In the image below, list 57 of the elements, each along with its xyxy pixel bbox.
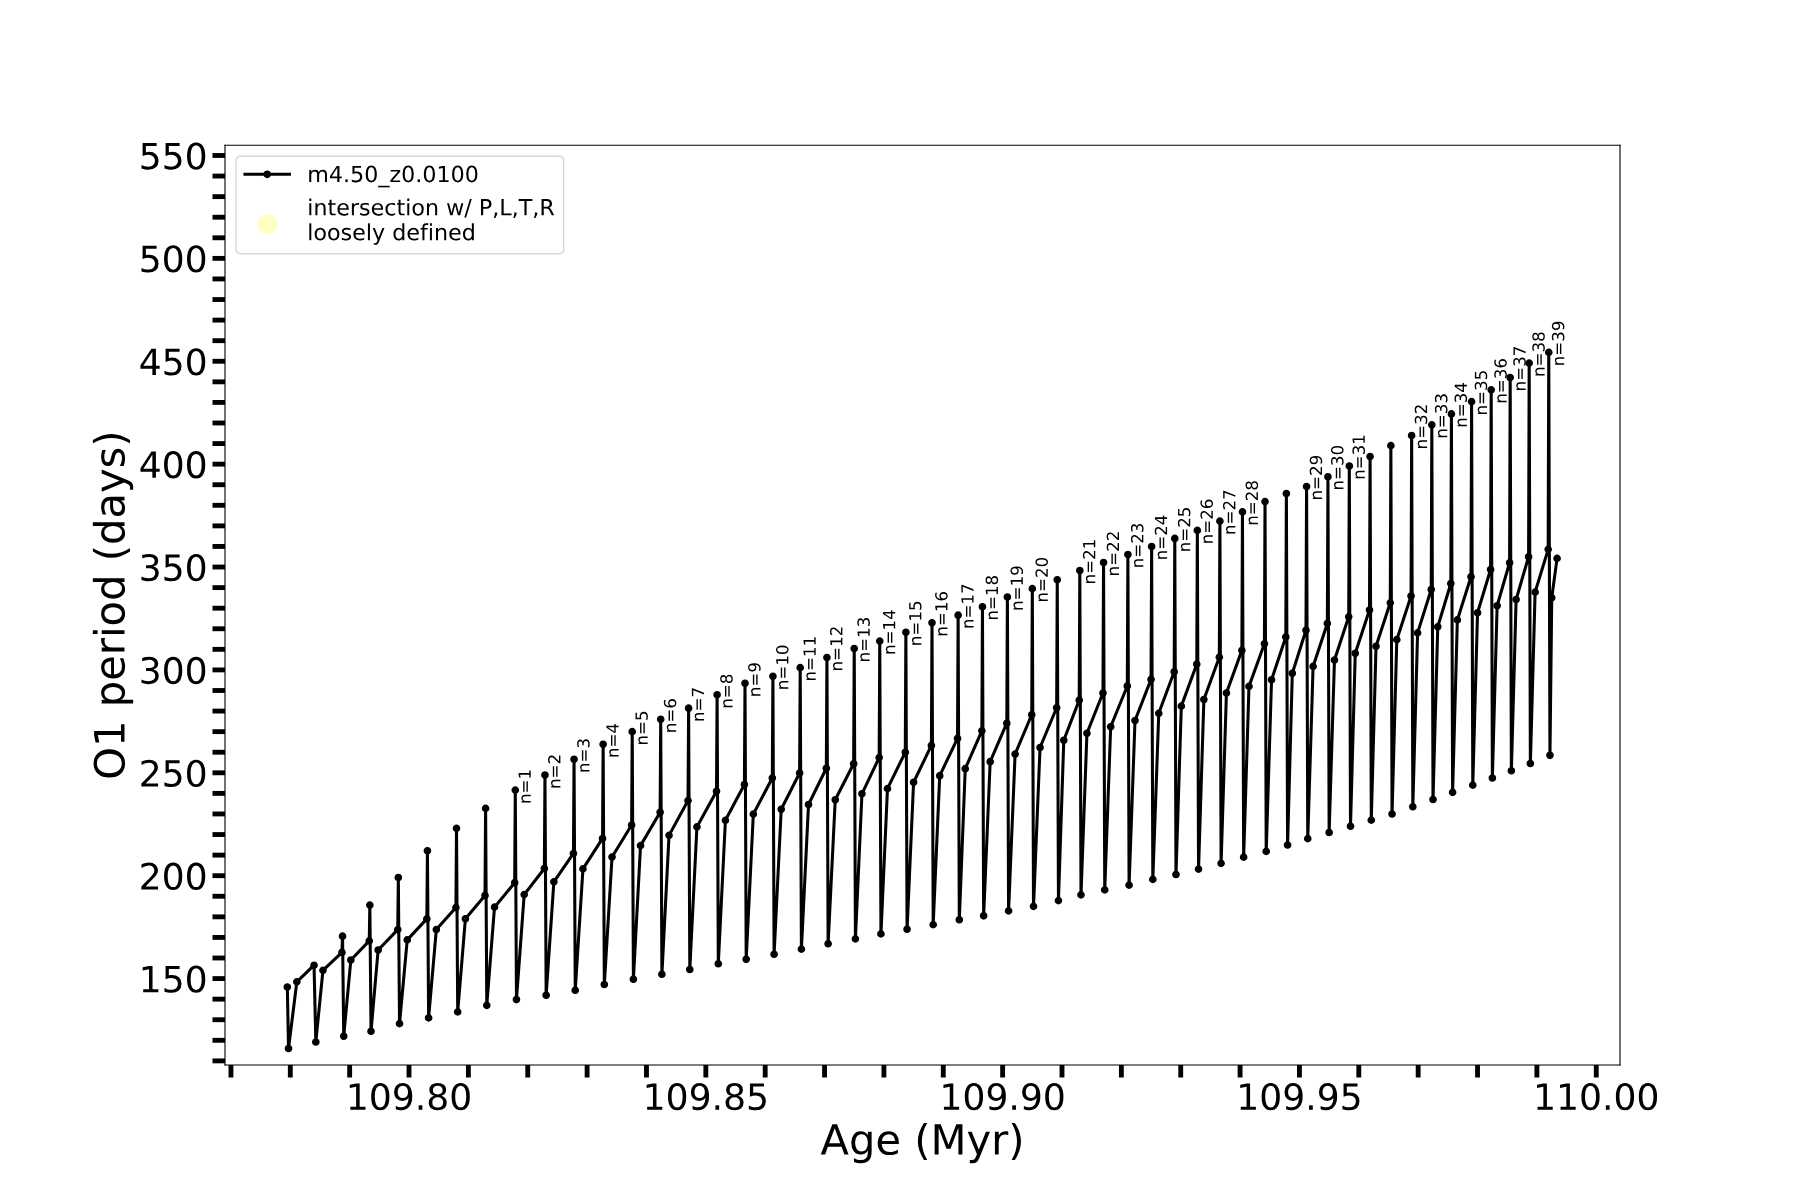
x-tick-label: 109.80 — [349, 1083, 470, 1111]
annotation: n=16 — [935, 592, 948, 636]
annotation: n=20 — [1035, 557, 1048, 602]
annotation: n=31 — [1352, 435, 1365, 479]
annotation: n=12 — [830, 627, 843, 670]
annotation: n=15 — [909, 601, 922, 645]
x-tick-label: 109.95 — [1240, 1083, 1360, 1111]
annotation: n=23 — [1130, 523, 1144, 567]
x-tick-label: 110.00 — [1537, 1083, 1658, 1111]
annotation: n=19 — [1010, 566, 1024, 610]
y-tick-label: 150 — [142, 965, 206, 993]
annotation: n=36 — [1494, 359, 1507, 403]
y-tick-label: 500 — [141, 245, 206, 273]
annotation: n=4 — [606, 723, 619, 757]
annotation: n=37 — [1513, 347, 1526, 390]
annotation: n=38 — [1532, 332, 1545, 376]
legend-label: intersection w/ P,L,T,R loosely defined — [309, 198, 555, 245]
y-tick-label: 400 — [140, 451, 206, 479]
annotation: n=32 — [1414, 405, 1428, 448]
annotation: n=1 — [518, 770, 531, 803]
annotation: n=7 — [691, 688, 705, 721]
annotation: n=3 — [577, 739, 590, 772]
annotation: n=29 — [1309, 455, 1323, 499]
annotation: n=24 — [1154, 515, 1168, 559]
y-tick-label: 300 — [141, 656, 206, 685]
annotation: n=35 — [1474, 371, 1488, 414]
y-tick-label: 200 — [141, 862, 206, 890]
annotation: n=34 — [1454, 383, 1468, 427]
annotation: n=22 — [1106, 532, 1119, 575]
annotation: n=27 — [1222, 490, 1236, 534]
annotation: n=25 — [1177, 508, 1191, 551]
y-tick-label: 250 — [141, 759, 206, 788]
annotation: n=10 — [775, 645, 789, 689]
y-axis-title: O1 period (days) — [92, 433, 134, 778]
annotation: n=21 — [1082, 540, 1096, 583]
annotation: n=6 — [663, 699, 677, 732]
annotation: n=39 — [1551, 321, 1565, 365]
x-axis-title: Age (Myr) — [820, 1122, 1021, 1164]
annotation: n=18 — [985, 576, 999, 620]
x-tick-label: 109.85 — [646, 1083, 766, 1111]
y-tick-label: 450 — [140, 348, 206, 376]
y-tick-label: 350 — [141, 553, 206, 582]
legend-label: m4.50_z0.0100 — [309, 165, 478, 188]
annotation: n=9 — [748, 663, 761, 696]
y-tick-label: 550 — [141, 142, 206, 170]
annotation: n=17 — [961, 584, 974, 628]
annotation: n=11 — [803, 637, 816, 681]
annotation: n=5 — [635, 711, 648, 745]
annotation: n=33 — [1434, 394, 1448, 438]
annotation: n=2 — [548, 755, 561, 788]
x-tick-label: 109.90 — [943, 1083, 1064, 1111]
annotation: n=30 — [1331, 445, 1344, 490]
annotation: n=13 — [857, 618, 870, 661]
annotation: n=8 — [720, 674, 733, 708]
annotation: n=26 — [1200, 499, 1214, 543]
annotation: n=14 — [883, 610, 896, 654]
annotation: n=28 — [1245, 481, 1259, 525]
